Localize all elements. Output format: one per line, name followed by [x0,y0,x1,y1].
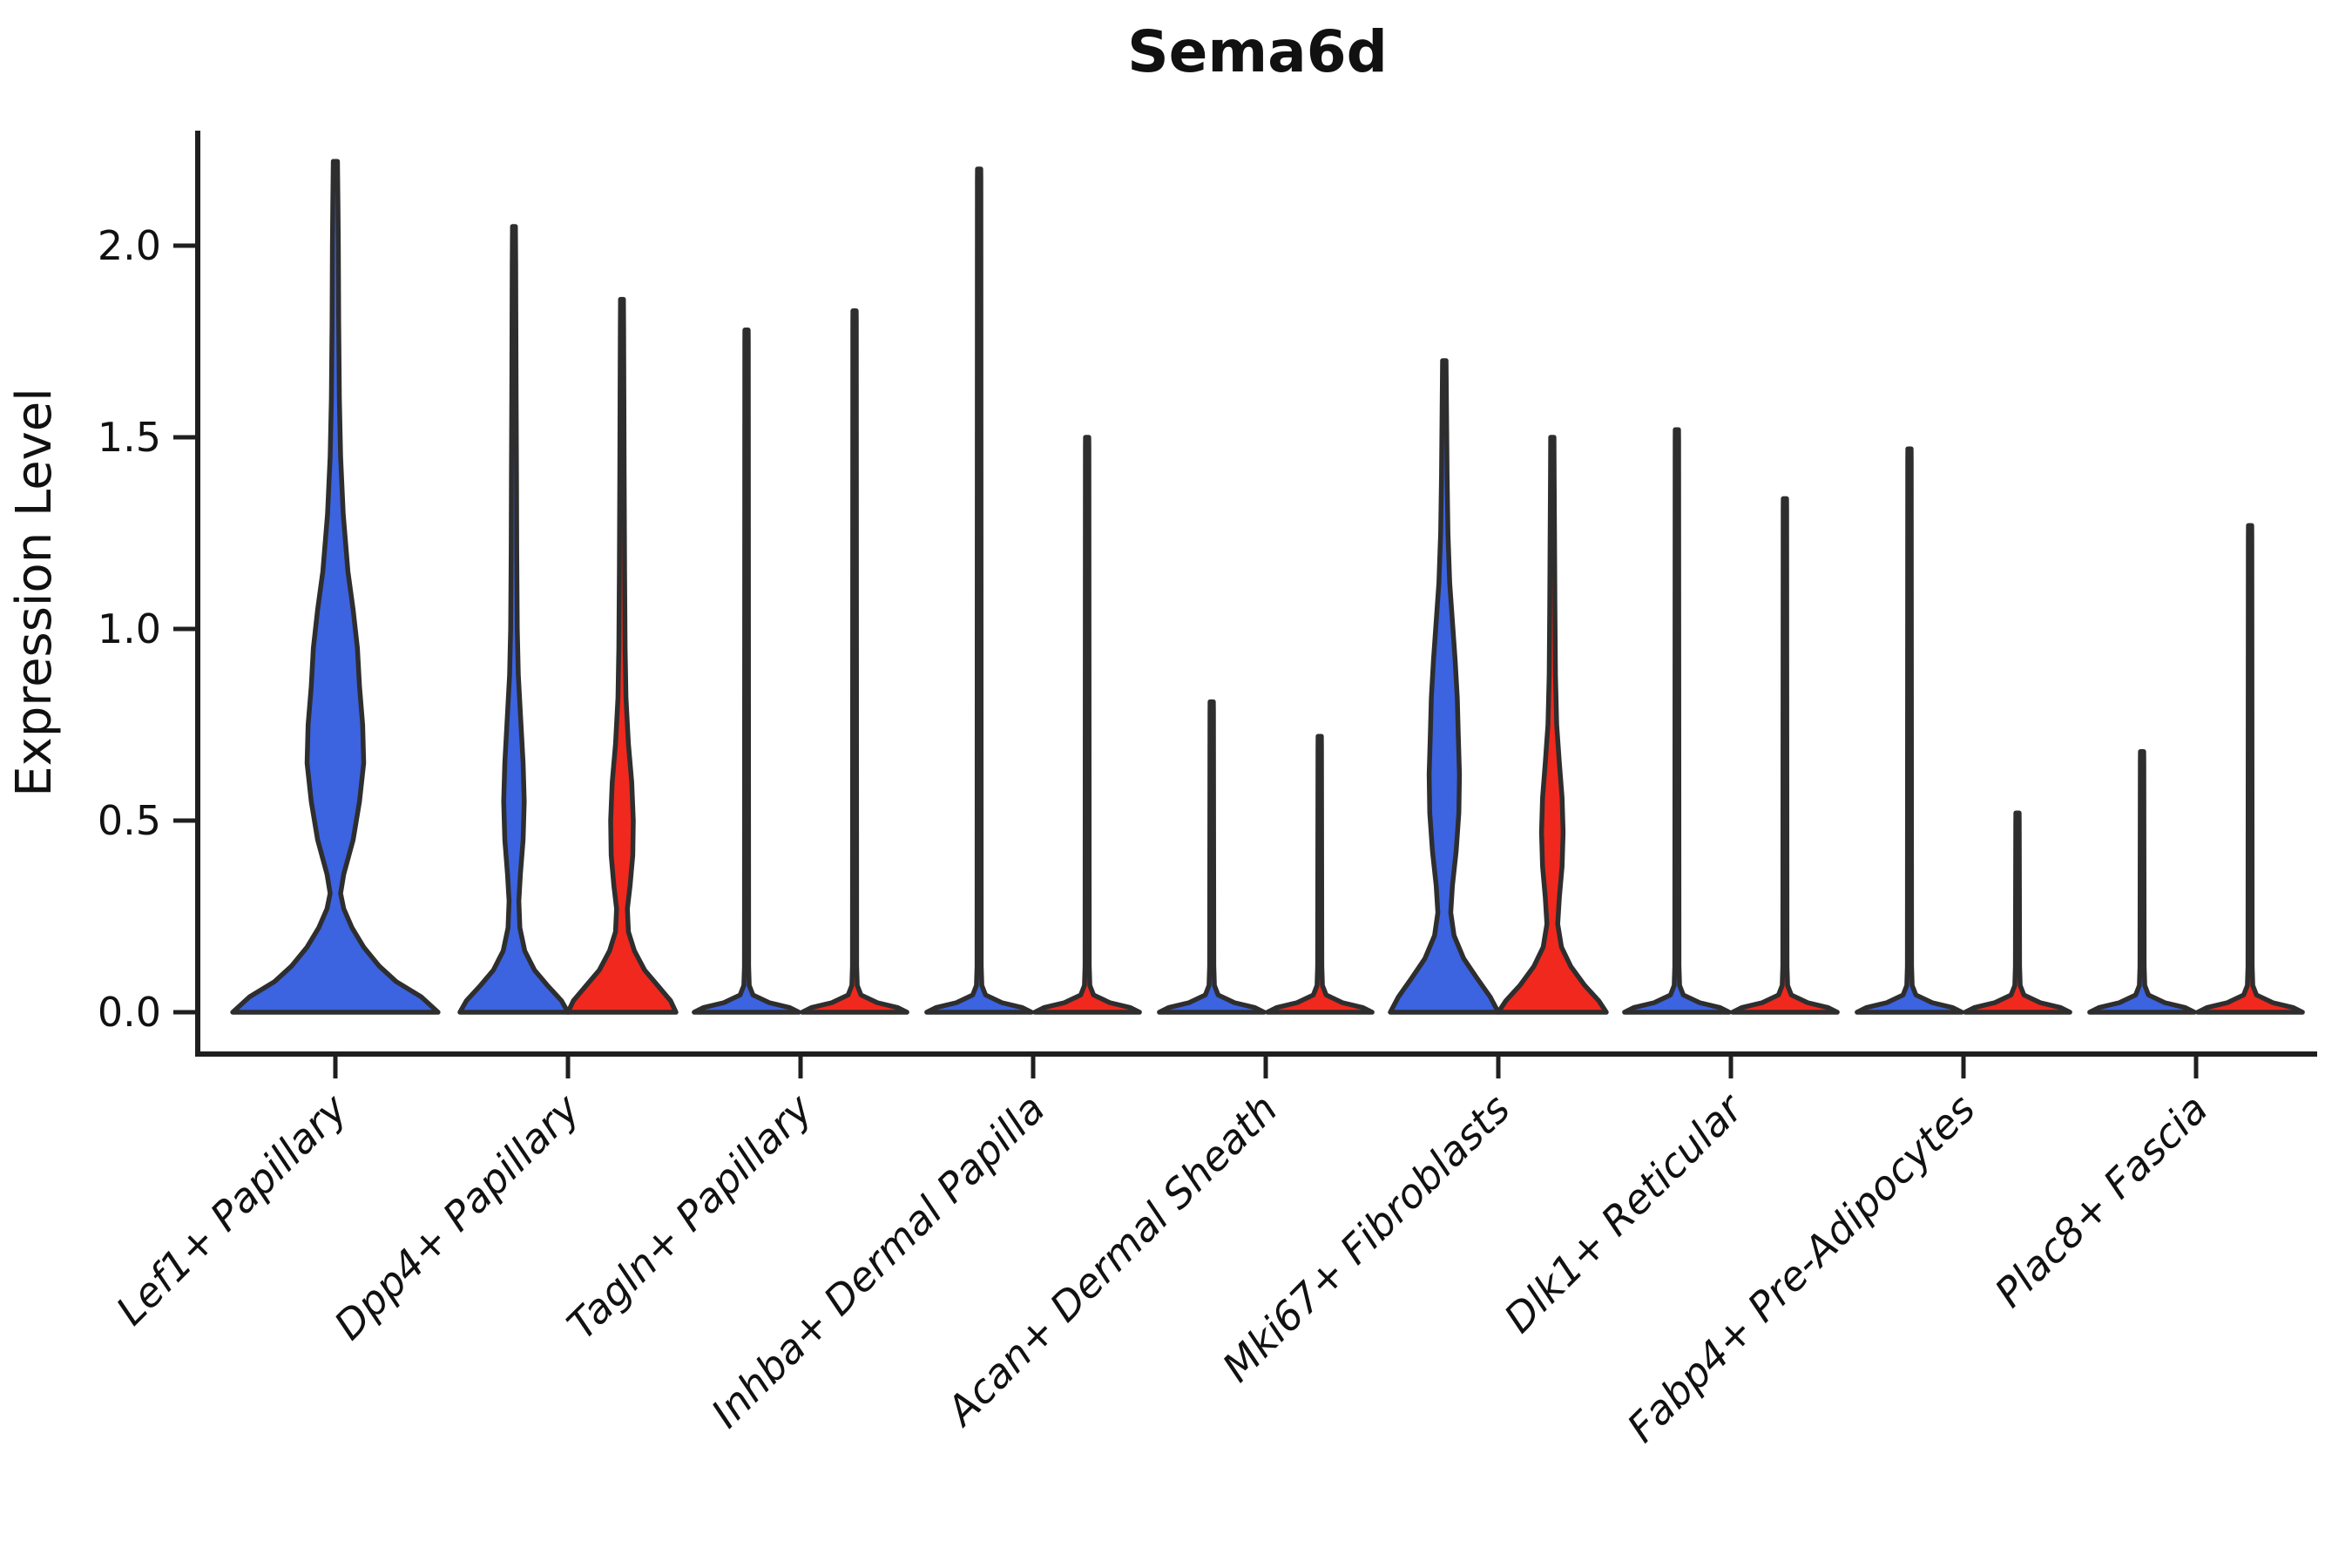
x-tick-label: Dpp4+ Papillary [325,1085,589,1348]
violin-tagln-blue [692,328,801,1015]
jitter-dot [2139,809,2146,816]
x-tick-label: Tagln+ Papillary [558,1085,821,1348]
violin-mki67-blue [1388,358,1501,1015]
chart-title: Sema6d [1127,18,1388,85]
violin-dlk1-blue [1622,427,1732,1015]
jitter-dot [2139,948,2146,954]
jitter-dot [2014,882,2021,889]
jitter-dot [2014,894,2021,901]
jitter-dot [2014,860,2021,866]
violin-acan-red [1265,733,1375,1015]
x-tick-label: Plac8+ Fascia [1985,1085,2216,1316]
violin-inhba-blue [924,166,1034,1015]
jitter-dot [2014,871,2021,877]
violin-mki67-red [1496,435,1609,1015]
violin-fabp4-blue [1855,446,1964,1015]
violin-fabp4-red [1963,810,2072,1015]
jitter-dot [2139,860,2146,866]
violin-dlk1-red [1730,496,1840,1015]
y-tick-label: 1.5 [98,414,161,461]
jitter-dot [2014,825,2021,832]
y-tick-label: 2.0 [98,222,161,269]
x-tick-label: Lef1+ Papillary [107,1085,356,1334]
violin-dpp4-red [565,296,679,1015]
violin-inhba-red [1032,435,1142,1015]
y-tick-label: 1.0 [98,605,161,652]
violin-plac8-red [2195,523,2305,1015]
jitter-dot [2014,852,2021,858]
violin-plac8-blue [2087,749,2197,1015]
violin-lef1-blue [230,159,441,1015]
x-tick-label: Dlk1+ Reticular [1495,1083,1754,1342]
violin-acan-blue [1157,699,1267,1015]
violin-dpp4-blue [457,224,571,1015]
y-tick-label: 0.0 [98,989,161,1036]
y-tick-label: 0.5 [98,797,161,844]
violin-tagln-red [800,308,909,1015]
y-axis-label: Expression Level [6,388,63,797]
